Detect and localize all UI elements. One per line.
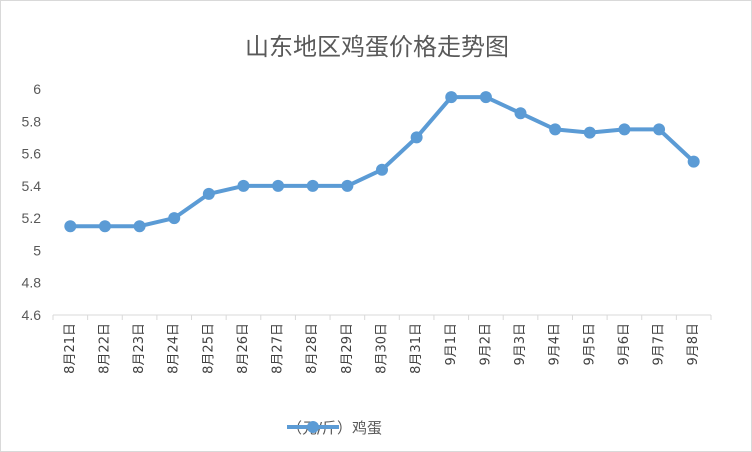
data-point xyxy=(479,91,492,104)
data-point xyxy=(583,126,596,139)
data-point xyxy=(514,107,527,120)
legend-marker-icon xyxy=(287,421,339,433)
x-tick-label: 9月6日 xyxy=(617,323,632,366)
data-point xyxy=(168,212,181,225)
y-tick-label: 6 xyxy=(33,81,41,97)
x-tick-label: 9月2日 xyxy=(478,323,493,366)
series-line xyxy=(68,95,696,229)
y-tick-label: 4.6 xyxy=(22,307,42,323)
x-tick-label: 8月25日 xyxy=(201,323,216,374)
data-point xyxy=(549,123,562,136)
y-tick-label: 4.8 xyxy=(22,275,42,291)
y-tick-label: 5 xyxy=(33,242,41,258)
x-tick-label: 9月7日 xyxy=(652,323,667,366)
x-tick-label: 8月29日 xyxy=(340,323,355,374)
chart-title: 山东地区鸡蛋价格走势图 xyxy=(245,33,509,61)
x-tick-label: 8月23日 xyxy=(132,323,147,374)
data-point xyxy=(376,163,388,176)
y-tick-label: 5.6 xyxy=(22,146,42,162)
x-tick-label: 8月21日 xyxy=(63,323,78,374)
data-point xyxy=(341,179,354,192)
x-tick-label: 9月5日 xyxy=(582,323,597,366)
x-tick-label: 8月24日 xyxy=(167,323,182,374)
x-tick-label: 9月4日 xyxy=(548,323,563,366)
y-tick-label: 5.2 xyxy=(22,210,42,226)
data-point xyxy=(653,123,666,136)
data-point xyxy=(272,179,285,192)
y-tick-label: 5.8 xyxy=(22,113,42,129)
y-tick-label: 5.4 xyxy=(22,178,42,194)
data-point xyxy=(64,220,77,233)
data-point xyxy=(306,179,319,192)
data-point xyxy=(237,179,250,192)
data-point xyxy=(202,187,215,200)
legend: （元/斤）鸡蛋 xyxy=(287,417,382,437)
x-tick-label: 8月31日 xyxy=(409,323,424,374)
data-point xyxy=(410,131,423,144)
x-tick-label: 8月27日 xyxy=(271,323,286,374)
x-tick-label: 8月26日 xyxy=(236,323,251,374)
x-tick-label: 9月1日 xyxy=(444,323,459,366)
x-tick-label: 8月28日 xyxy=(305,323,320,374)
x-tick-label: 8月30日 xyxy=(375,323,390,374)
data-point xyxy=(618,123,631,136)
data-point xyxy=(687,155,700,168)
x-tick-label: 9月8日 xyxy=(686,323,701,366)
x-tick-label: 8月22日 xyxy=(97,323,112,374)
data-point xyxy=(98,220,111,233)
data-point xyxy=(133,220,146,233)
x-tick-label: 9月3日 xyxy=(513,323,528,366)
data-point xyxy=(445,91,458,104)
